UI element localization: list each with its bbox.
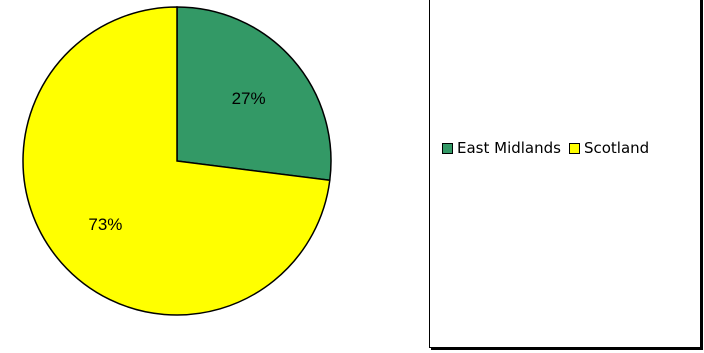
slice-label-east-midlands: 27% xyxy=(232,89,266,108)
pie-chart: 27% 73% xyxy=(22,6,332,316)
slice-label-scotland: 73% xyxy=(88,215,122,234)
legend: East Midlands Scotland xyxy=(429,0,701,348)
legend-label-scotland: Scotland xyxy=(583,139,650,157)
legend-entry-scotland: Scotland xyxy=(568,139,650,157)
pie-slice-scotland xyxy=(22,6,331,316)
legend-label-east-midlands: East Midlands xyxy=(457,139,561,157)
legend-entry-east-midlands: East Midlands xyxy=(442,139,561,157)
pie-labels: 27% 73% xyxy=(88,89,265,234)
pie-slice-east-midlands xyxy=(176,6,332,182)
legend-row: East Midlands Scotland xyxy=(442,139,657,157)
pie-slices xyxy=(22,6,332,316)
legend-swatch-scotland xyxy=(568,142,580,154)
legend-swatch-east-midlands xyxy=(442,142,453,154)
